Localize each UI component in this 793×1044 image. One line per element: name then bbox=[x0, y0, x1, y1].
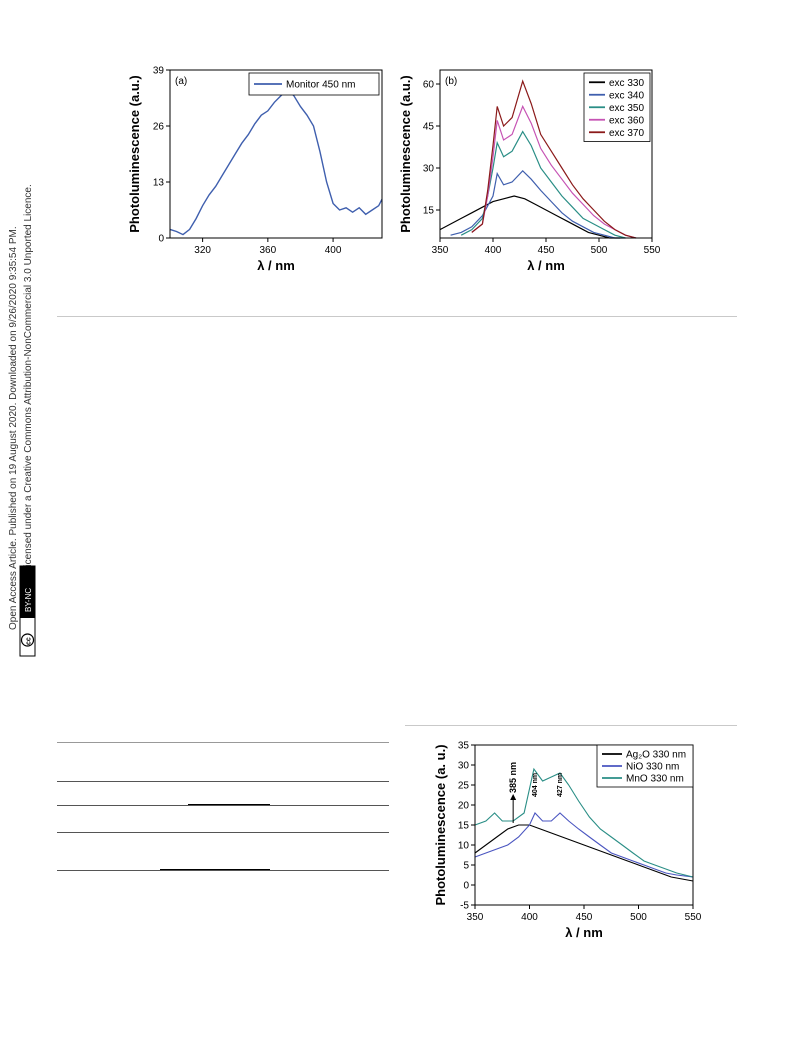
legend-label: Monitor 450 nm bbox=[286, 80, 355, 91]
legend-label: MnO 330 nm bbox=[626, 774, 684, 785]
y-tick-label: 15 bbox=[458, 821, 470, 832]
y-tick-label: 20 bbox=[458, 801, 470, 812]
y-axis-title: Photoluminescence (a.u.) bbox=[127, 75, 142, 232]
x-tick-label: 450 bbox=[538, 245, 555, 256]
y-tick-label: 60 bbox=[423, 80, 435, 91]
y-tick-label: -5 bbox=[460, 901, 469, 912]
x-tick-label: 550 bbox=[644, 245, 661, 256]
table-rule-top bbox=[57, 742, 389, 743]
series-line-1 bbox=[474, 812, 694, 878]
chart-panel-a: 320 360 400 0 13 26 39 λ / nm Photoluminescence … bbox=[127, 66, 383, 273]
y-tick-label: 10 bbox=[458, 841, 470, 852]
legend-label: exc 360 bbox=[609, 115, 644, 126]
x-tick-label: 500 bbox=[630, 912, 647, 923]
series-line-3 bbox=[471, 104, 637, 239]
x-tick-label: 350 bbox=[432, 245, 449, 256]
y-tick-label: 5 bbox=[463, 861, 469, 872]
y-tick-label: 0 bbox=[463, 881, 469, 892]
legend-label: NiO 330 nm bbox=[626, 762, 679, 773]
y-tick-label: 26 bbox=[153, 122, 165, 133]
figure-separator-rule bbox=[57, 316, 737, 317]
y-tick-label: 15 bbox=[423, 206, 435, 217]
table-rule-4 bbox=[57, 832, 389, 833]
series-line-2 bbox=[460, 130, 626, 239]
table-rule-2 bbox=[57, 781, 389, 782]
y-tick-label: 30 bbox=[423, 164, 435, 175]
y-tick-label: 13 bbox=[153, 178, 165, 189]
x-tick-label: 400 bbox=[325, 245, 342, 256]
article-sidebar: Open Access Article. Published on 19 Aug… bbox=[0, 0, 42, 1039]
x-tick-label: 350 bbox=[467, 912, 484, 923]
y-tick-label: 25 bbox=[458, 781, 470, 792]
y-tick-label: 39 bbox=[153, 66, 165, 77]
x-tick-label: 400 bbox=[485, 245, 502, 256]
cc-logo-icon bbox=[20, 633, 35, 647]
series-line-2 bbox=[474, 767, 694, 878]
x-axis-title: λ / nm bbox=[257, 258, 295, 273]
cc-badge-text: BY-NC bbox=[24, 588, 33, 612]
sidebar-line-2: This article is licensed under a Creativ… bbox=[23, 184, 34, 630]
x-tick-label: 500 bbox=[591, 245, 608, 256]
series-line-0 bbox=[474, 824, 694, 882]
x-tick-label: 450 bbox=[576, 912, 593, 923]
cc-badge-cc: cc bbox=[26, 637, 33, 645]
legend-label: exc 330 bbox=[609, 78, 644, 89]
peak-annotation: 427 nm bbox=[557, 773, 564, 797]
legend-label: exc 350 bbox=[609, 103, 644, 114]
table-rule-bottom bbox=[57, 870, 389, 871]
series-line-0 bbox=[169, 88, 383, 236]
table-rule-bottom-b bbox=[160, 869, 270, 870]
panel-label: (a) bbox=[175, 76, 187, 87]
plot-frame bbox=[169, 69, 383, 239]
y-tick-label: 0 bbox=[158, 234, 164, 245]
y-axis-title: Photoluminescence (a. u.) bbox=[433, 744, 448, 905]
legend-label: exc 370 bbox=[609, 128, 644, 139]
sidebar-svg: Open Access Article. Published on 19 Aug… bbox=[8, 184, 36, 657]
x-axis-title: λ / nm bbox=[565, 925, 603, 940]
x-axis-title: λ / nm bbox=[527, 258, 565, 273]
sidebar-line-1: Open Access Article. Published on 19 Aug… bbox=[8, 226, 19, 630]
panel-label: (b) bbox=[445, 76, 457, 87]
legend-box bbox=[248, 72, 380, 96]
x-tick-label: 360 bbox=[260, 245, 277, 256]
column-rule-right bbox=[405, 725, 737, 726]
series-line-1 bbox=[450, 169, 626, 239]
y-tick-label: 30 bbox=[458, 761, 470, 772]
y-tick-label: 35 bbox=[458, 741, 470, 752]
cc-license-badge: BY-NC cc bbox=[19, 565, 36, 657]
y-tick-label: 45 bbox=[423, 122, 435, 133]
chart-panel-b: 350 400 450 500 550 15 30 45 60 λ / nm Photolumine… bbox=[398, 69, 661, 273]
x-tick-label: 320 bbox=[194, 245, 211, 256]
peak-annotation: 404 nm bbox=[532, 773, 539, 797]
series-line-4 bbox=[471, 79, 637, 239]
chart-panel-c: 350 400 450 500 550 -5 0 5 10 15 20 25 30 35 λ / nm Pho… bbox=[433, 741, 702, 941]
y-axis-title: Photoluminescence (a.u.) bbox=[398, 75, 413, 232]
peak-annotation: 385 nm bbox=[508, 762, 518, 793]
table-rule-3 bbox=[57, 805, 389, 806]
legend-label: exc 340 bbox=[609, 90, 644, 101]
legend-label: Ag₂O 330 nm bbox=[626, 750, 686, 761]
x-tick-label: 550 bbox=[685, 912, 702, 923]
series-line-0 bbox=[439, 195, 621, 239]
table-rule-3b bbox=[188, 804, 270, 805]
x-tick-label: 400 bbox=[521, 912, 538, 923]
annotation-arrowhead bbox=[510, 794, 517, 800]
